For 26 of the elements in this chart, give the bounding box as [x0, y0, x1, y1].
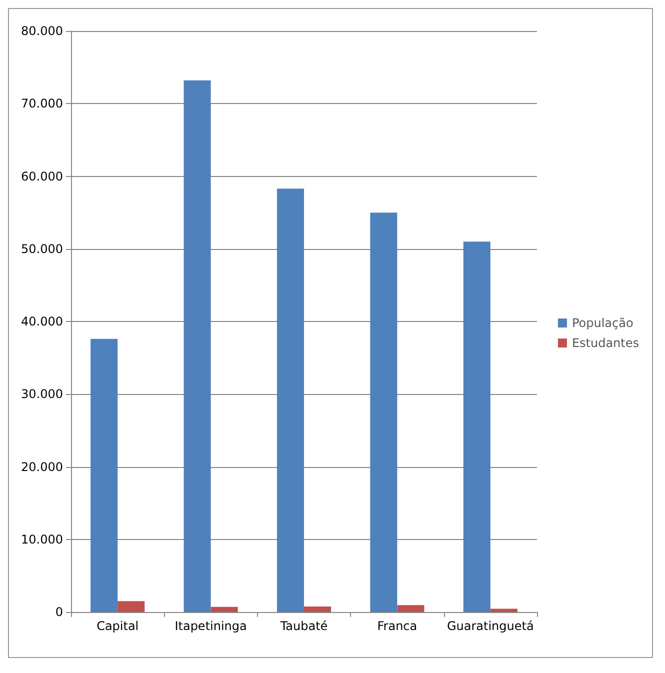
legend-label: Estudantes: [572, 336, 639, 350]
bar: [304, 606, 332, 612]
y-tick-label: 0: [55, 605, 63, 619]
x-tick-label: Guaratinguetá: [446, 619, 534, 633]
y-tick-label: 40.000: [21, 314, 63, 328]
bar: [370, 212, 398, 612]
bar: [90, 338, 118, 612]
bar: [184, 80, 211, 612]
y-tick-label: 50.000: [21, 242, 63, 256]
legend-label: População: [572, 316, 634, 330]
y-tick-label: 10.000: [21, 532, 63, 546]
bar: [118, 601, 145, 612]
y-tick-label: 20.000: [21, 460, 63, 474]
y-tick-label: 80.000: [21, 24, 63, 38]
bar: [490, 608, 518, 612]
x-tick-label: Capital: [96, 619, 139, 633]
bar: [276, 188, 304, 612]
y-tick-label: 70.000: [21, 96, 63, 111]
bar: [210, 606, 238, 612]
x-tick-label: Itapetininga: [174, 619, 247, 633]
bar: [397, 605, 424, 612]
y-tick-label: 30.000: [21, 387, 63, 402]
x-tick-label: Taubaté: [279, 619, 328, 633]
y-tick-label: 60.000: [21, 169, 63, 184]
x-tick-label: Franca: [377, 619, 418, 633]
bar: [463, 242, 490, 612]
